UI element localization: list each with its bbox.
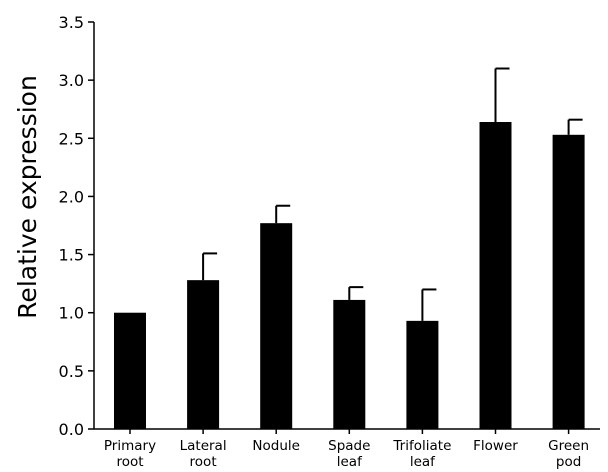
x-tick-label: root	[190, 454, 217, 470]
x-tick-label: Lateral	[180, 438, 227, 454]
y-tick-label: 0.0	[59, 420, 84, 439]
bar	[114, 312, 146, 429]
y-tick-label: 3.5	[59, 13, 84, 32]
y-tick-label: 3.0	[59, 71, 84, 90]
x-tick-label: Nodule	[252, 438, 300, 454]
y-ticks: 0.0 0.5 1.0 1.5 2.0 2.5 3.0 3.5	[59, 13, 94, 439]
y-tick-label: 2.5	[59, 129, 84, 148]
error-bars	[202, 67, 583, 321]
x-tick-label: Green	[548, 438, 589, 454]
x-tick-label: root	[116, 454, 143, 470]
x-tick-label: Trifoliate	[392, 438, 451, 454]
bars	[114, 122, 585, 430]
y-tick-label: 0.5	[59, 362, 84, 381]
bar	[552, 134, 585, 429]
bar	[333, 299, 366, 429]
x-tick-label: Primary	[104, 438, 156, 454]
bar	[260, 223, 293, 429]
x-tick-label: leaf	[410, 454, 436, 470]
x-tick-label: pod	[556, 454, 581, 470]
x-tick-label: Flower	[473, 438, 518, 454]
x-tick-label: leaf	[337, 454, 363, 470]
y-axis-label: Relative expression	[13, 75, 42, 319]
y-tick-label: 1.5	[59, 246, 84, 265]
bar	[406, 320, 439, 429]
x-tick-label: Spade	[328, 438, 370, 454]
bar	[479, 122, 512, 430]
y-tick-label: 1.0	[59, 304, 84, 323]
y-tick-label: 2.0	[59, 187, 84, 206]
bar	[187, 280, 220, 429]
